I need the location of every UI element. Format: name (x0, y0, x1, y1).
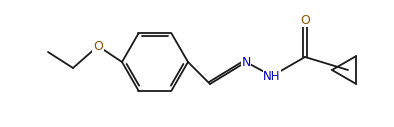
Text: O: O (300, 13, 310, 27)
Text: N: N (241, 55, 251, 68)
Text: NH: NH (263, 69, 281, 83)
Text: O: O (93, 39, 103, 52)
